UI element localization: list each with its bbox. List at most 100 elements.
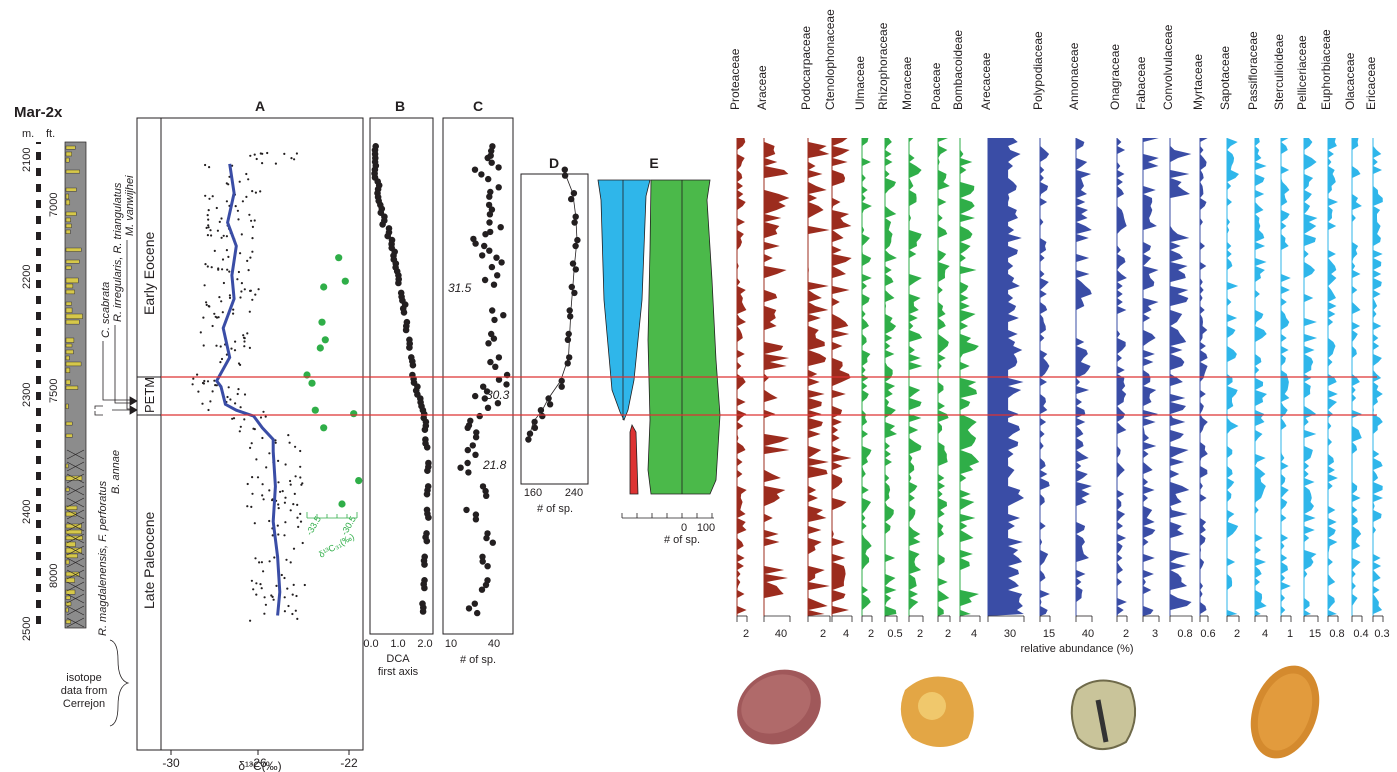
litho-bed bbox=[65, 433, 73, 438]
scatter-point bbox=[220, 236, 223, 239]
pollen-taxon-label: Arecaceae bbox=[979, 52, 993, 110]
diversity-point bbox=[497, 224, 504, 231]
scatter-point bbox=[287, 604, 290, 608]
scatter-point bbox=[230, 347, 233, 350]
scatter-point bbox=[283, 610, 286, 613]
panel-c-x-ticks: 10 40 bbox=[445, 638, 500, 650]
d-richness-points bbox=[525, 166, 581, 443]
pollen-curve bbox=[862, 138, 872, 616]
scatter-point bbox=[239, 252, 242, 255]
litho-bed bbox=[65, 217, 71, 223]
scatter-point bbox=[242, 334, 245, 337]
scatter-point bbox=[208, 166, 211, 169]
scatter-point bbox=[211, 195, 214, 198]
pollen-grain-image-1 bbox=[737, 669, 821, 745]
litho-bed bbox=[65, 259, 80, 264]
litho-bed bbox=[65, 475, 83, 481]
pollen-scale-label: 30 bbox=[1004, 628, 1016, 640]
panel-b-label: B bbox=[395, 98, 405, 114]
litho-bed bbox=[65, 619, 71, 624]
scatter-point bbox=[220, 357, 224, 361]
lithology-column bbox=[64, 141, 87, 629]
diversity-point bbox=[478, 171, 485, 178]
scatter-point bbox=[225, 235, 228, 238]
dca-point bbox=[421, 561, 428, 568]
diversity-point bbox=[481, 276, 489, 284]
pollen-curve bbox=[808, 138, 830, 616]
scatter-point bbox=[253, 153, 256, 156]
scatter-point bbox=[291, 612, 294, 616]
richness-point bbox=[561, 166, 568, 173]
scatter-point bbox=[226, 268, 229, 271]
scatter-point bbox=[234, 340, 237, 343]
diversity-point bbox=[483, 388, 491, 395]
litho-bed bbox=[65, 193, 69, 200]
scatter-point bbox=[301, 541, 304, 545]
diversity-point bbox=[486, 219, 493, 226]
richness-point bbox=[531, 418, 538, 426]
x-tick: 40 bbox=[488, 638, 500, 650]
species-label: C. scabrata bbox=[100, 282, 112, 338]
pollen-taxon-label: Sterculioideae bbox=[1272, 34, 1286, 110]
scatter-point bbox=[243, 337, 246, 340]
c-annotation: 21.8 bbox=[482, 458, 507, 472]
pollen-taxon-label: Ericaceae bbox=[1364, 56, 1378, 110]
scatter-point bbox=[246, 332, 249, 335]
litho-cross bbox=[66, 557, 85, 568]
scatter-point bbox=[255, 593, 258, 596]
diversity-point bbox=[472, 451, 479, 458]
pollen-scale-label: 15 bbox=[1309, 628, 1321, 640]
scatter-point bbox=[229, 398, 232, 401]
litho-bed bbox=[65, 199, 71, 206]
richness-point bbox=[571, 219, 578, 226]
scatter-point bbox=[225, 249, 228, 252]
isotope-note-line: data from bbox=[61, 685, 107, 697]
panel-b: B 0.0 1.0 2.0 DCA first axis bbox=[363, 98, 434, 678]
diversity-point bbox=[485, 175, 492, 183]
pollen-curve bbox=[1373, 138, 1383, 616]
scatter-point bbox=[277, 481, 280, 484]
scatter-point bbox=[255, 157, 258, 161]
scatter-point bbox=[221, 311, 224, 314]
scatter-point bbox=[220, 300, 223, 303]
scatter-point bbox=[270, 594, 273, 597]
scatter-point bbox=[283, 534, 286, 537]
litho-bed bbox=[65, 145, 76, 150]
diversity-point bbox=[457, 464, 464, 471]
scatter-point bbox=[250, 219, 253, 222]
scatter-point bbox=[262, 410, 265, 413]
richness-point bbox=[564, 336, 572, 343]
scatter-point bbox=[261, 162, 264, 165]
litho-bed bbox=[65, 577, 75, 583]
scatter-point bbox=[239, 406, 242, 409]
panel-a-label: A bbox=[255, 98, 265, 114]
scatter-point bbox=[209, 229, 212, 232]
dca-point bbox=[409, 361, 417, 369]
panel-c-xlabel: # of sp. bbox=[460, 654, 496, 666]
scatter-point bbox=[209, 400, 212, 403]
pollen-scale-label: 40 bbox=[1082, 628, 1094, 640]
litho-bed bbox=[65, 385, 79, 390]
pollen-taxon-label: Onagraceae bbox=[1108, 44, 1122, 110]
scatter-point bbox=[277, 503, 280, 506]
litho-cross bbox=[66, 581, 85, 592]
dca-point bbox=[419, 608, 427, 615]
scatter-point bbox=[285, 558, 288, 561]
diversity-point bbox=[472, 434, 480, 441]
scatter-point bbox=[256, 476, 260, 479]
dca-point bbox=[400, 309, 408, 316]
diversity-point bbox=[480, 383, 487, 390]
scatter-point bbox=[237, 388, 240, 391]
inset-point bbox=[316, 344, 324, 352]
species-label: R. irregularis, R. triangulatus bbox=[112, 182, 124, 322]
scatter-point bbox=[206, 214, 209, 217]
scatter-point bbox=[204, 163, 207, 167]
scatter-point bbox=[286, 587, 289, 590]
species-label: M. vanwijhei bbox=[124, 175, 136, 236]
scatter-point bbox=[203, 284, 206, 287]
pollen-diagram: Proteaceae 2 Araceae 40 Podocarpaceae 2 Ctenol… bbox=[728, 9, 1390, 640]
scatter-point bbox=[253, 219, 256, 222]
diversity-point bbox=[474, 609, 481, 617]
diversity-point bbox=[464, 424, 471, 431]
scatter-point bbox=[238, 180, 241, 183]
